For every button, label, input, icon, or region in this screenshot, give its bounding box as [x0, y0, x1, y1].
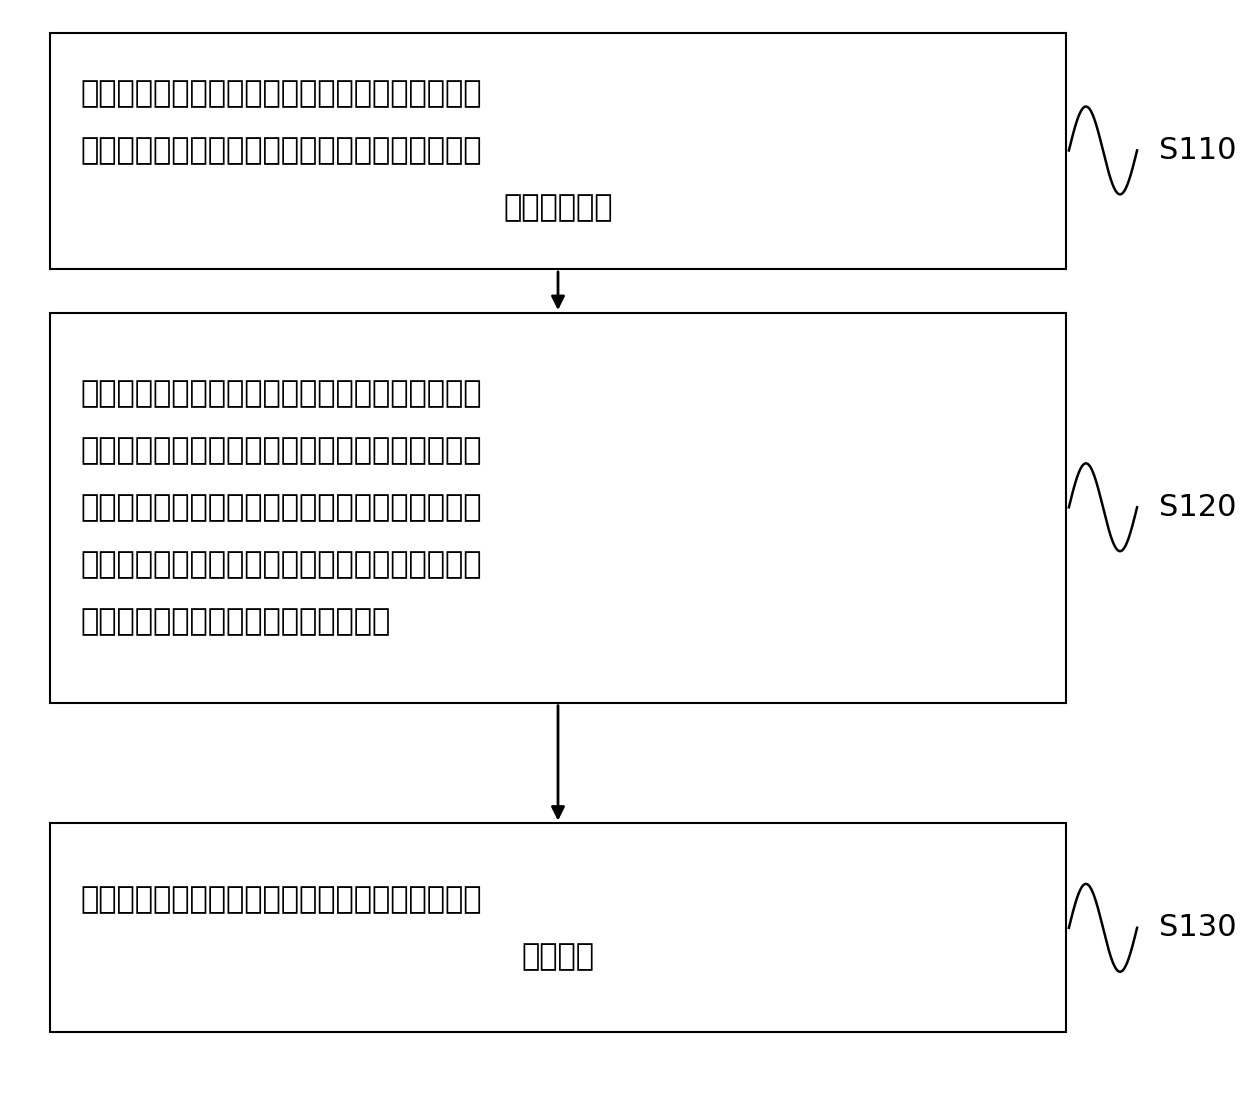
Text: S130: S130	[1159, 914, 1238, 942]
Text: 等于在该符号周期内调制的相位符号；: 等于在该符号周期内调制的相位符号；	[81, 607, 391, 637]
Bar	[50, 313, 1066, 703]
Bar	[50, 824, 1066, 1032]
Text: 位符号进行调制得到其値随时间连续变化的相位信: 位符号进行调制得到其値随时间连续变化的相位信	[81, 436, 482, 466]
Text: 获取相位信号步骤，包括采用预设的相位函数对相: 获取相位信号步骤，包括采用预设的相位函数对相	[81, 379, 482, 408]
Text: 方式将待调制的二元数据流映射为由相位符号构成: 方式将待调制的二元数据流映射为由相位符号构成	[81, 136, 482, 166]
Text: 频信号。: 频信号。	[522, 942, 594, 971]
Text: S110: S110	[1159, 136, 1238, 165]
Text: 获取相位序列步骤，包括根据预定的相移键控调制: 获取相位序列步骤，包括根据预定的相移键控调制	[81, 79, 482, 109]
Text: S120: S120	[1159, 493, 1238, 522]
Text: 调制射频信号步骤，包括基于相位信号调制获得射: 调制射频信号步骤，包括基于相位信号调制获得射	[81, 885, 482, 914]
Text: 的相位序列；: 的相位序列；	[503, 193, 613, 223]
Text: 信号値与该符号周期终点的相位信号値之间的差値: 信号値与该符号周期终点的相位信号値之间的差値	[81, 550, 482, 580]
Text: 号，且在每个符号周期内，该符号周期起点的相位: 号，且在每个符号周期内，该符号周期起点的相位	[81, 493, 482, 523]
Bar	[50, 33, 1066, 269]
